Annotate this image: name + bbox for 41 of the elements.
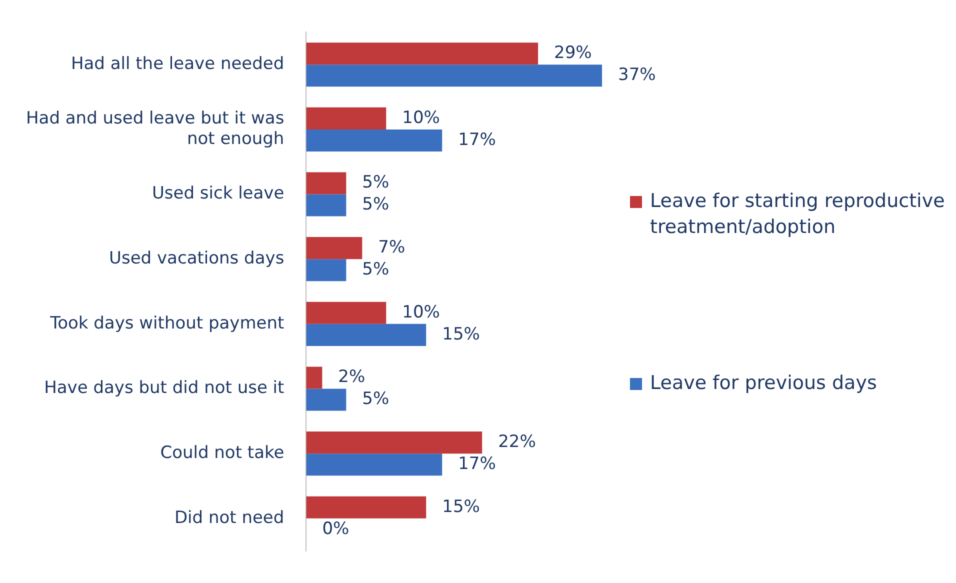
y-tick-label: Could not take xyxy=(160,442,284,463)
bar xyxy=(306,194,346,216)
data-label: 15% xyxy=(442,496,480,517)
bar xyxy=(306,237,362,260)
data-label: 17% xyxy=(458,130,496,150)
data-label: 5% xyxy=(362,260,390,280)
data-label: 7% xyxy=(378,237,406,258)
data-label: 37% xyxy=(618,65,656,86)
data-label: 29% xyxy=(554,43,592,64)
data-label: 15% xyxy=(442,324,480,344)
data-label: 10% xyxy=(402,302,440,322)
bar xyxy=(306,388,346,411)
y-tick-label: Used sick leave xyxy=(152,184,284,204)
legend-label: Leave for previous days xyxy=(650,370,877,396)
bar xyxy=(306,42,538,65)
data-label: 5% xyxy=(362,194,390,215)
bar xyxy=(306,129,442,152)
bar xyxy=(306,302,386,324)
y-tick-label: Did not need xyxy=(174,508,284,528)
data-label: 0% xyxy=(322,518,350,539)
data-label: 5% xyxy=(362,389,390,410)
y-tick-label: Took days without payment xyxy=(49,313,285,334)
y-tick-label: Have days but did not use it xyxy=(44,378,285,398)
bar xyxy=(306,432,482,454)
bar xyxy=(306,366,322,389)
legend-label: Leave for starting reproductive treatment/adoption xyxy=(650,188,946,240)
data-label: 10% xyxy=(402,108,440,128)
y-tick-label: Had all the leave needed xyxy=(70,54,284,74)
data-label: 17% xyxy=(458,454,496,474)
bar xyxy=(306,107,386,130)
data-label: 2% xyxy=(338,367,366,388)
data-label: 22% xyxy=(498,432,536,452)
bar xyxy=(306,454,442,476)
bar xyxy=(306,172,346,194)
bar xyxy=(306,259,346,282)
y-tick-label: Had and used leave but it was not enough xyxy=(26,108,284,150)
y-tick-label: Used vacations days xyxy=(109,248,284,269)
bar xyxy=(306,64,602,87)
bar xyxy=(306,496,426,518)
bar xyxy=(306,324,426,346)
data-label: 5% xyxy=(362,172,390,193)
